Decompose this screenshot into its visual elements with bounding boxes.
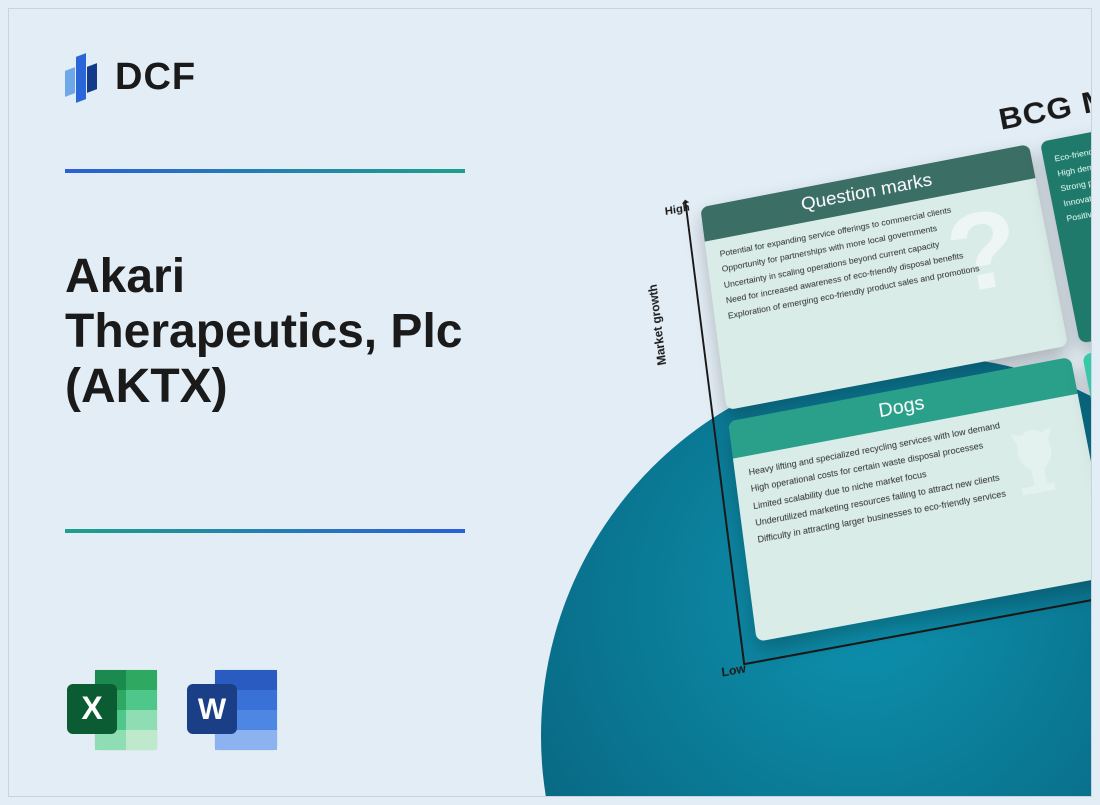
divider-top	[65, 169, 465, 173]
dog-watermark-icon	[973, 409, 1078, 513]
y-axis-label: Market growth	[645, 283, 669, 366]
divider-bottom	[65, 529, 465, 533]
canvas: DCF Akari Therapeutics, Plc (AKTX) BCG M…	[8, 8, 1092, 797]
brand-logo: DCF	[65, 47, 196, 107]
bcg-heading: BCG MATRIX	[996, 64, 1092, 138]
stars-item: Eco-friendly junk remo	[1053, 120, 1092, 167]
quadrant-dogs: Dogs Heavy lifting and specialized recyc…	[728, 357, 1092, 642]
quadrant-grid: Question marks ? Potential for expanding…	[700, 106, 1092, 642]
bcg-matrix: BCG MATRIX High Low Market growth Market…	[681, 129, 1092, 649]
page-title: Akari Therapeutics, Plc (AKTX)	[65, 249, 505, 415]
brand-name: DCF	[115, 56, 196, 99]
word-icon: W	[185, 664, 281, 756]
y-tick-low: Low	[721, 661, 747, 680]
excel-icon: X	[65, 664, 161, 756]
excel-letter: X	[81, 690, 103, 726]
word-letter: W	[198, 693, 227, 726]
brand-logo-icon	[65, 47, 105, 107]
app-icons: X W	[65, 664, 281, 756]
